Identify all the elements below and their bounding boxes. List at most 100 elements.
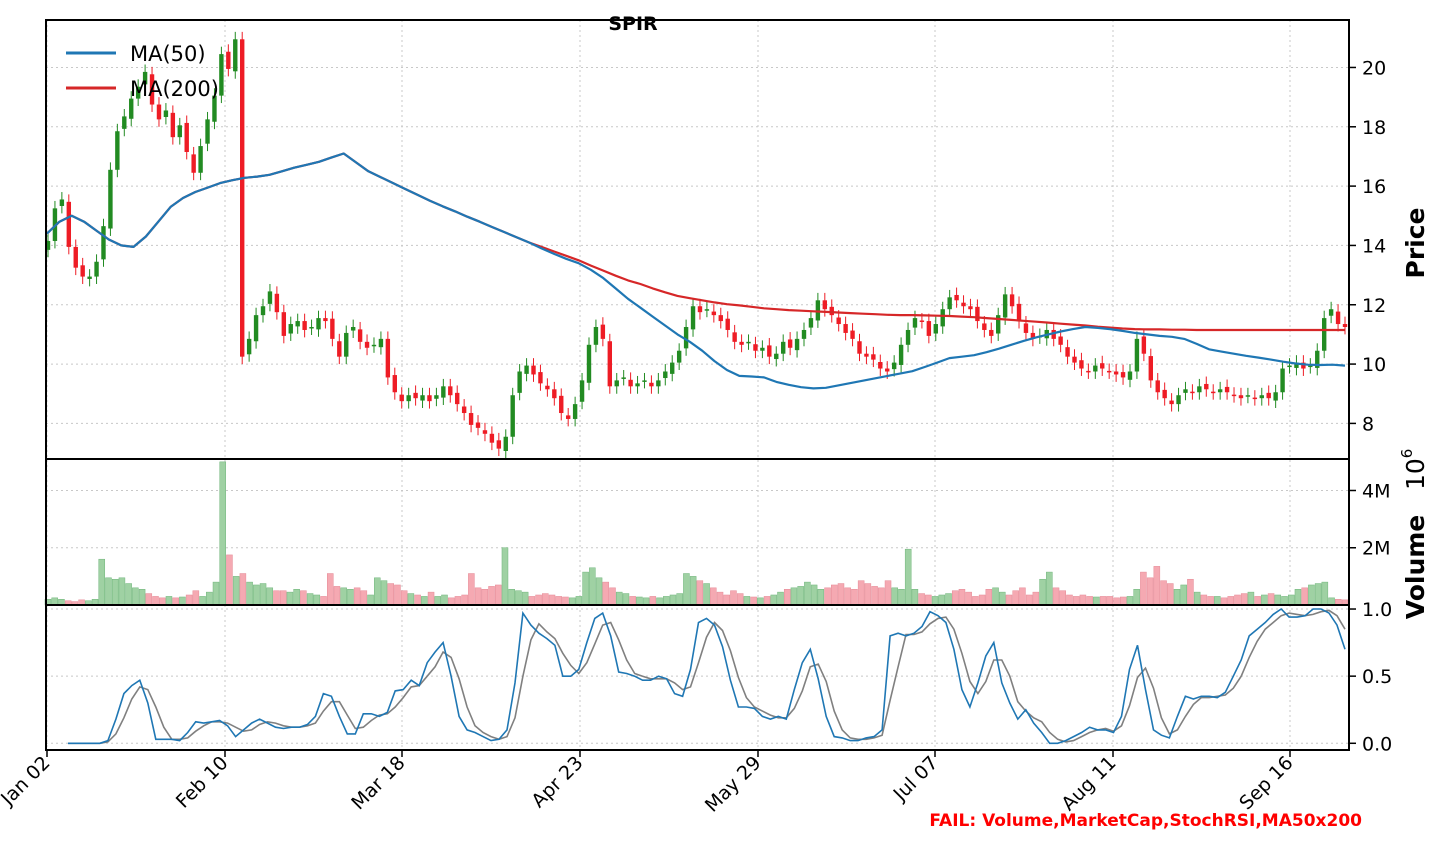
volume-bar	[770, 594, 778, 606]
candle-body	[1245, 395, 1251, 397]
volume-bar	[555, 596, 562, 606]
candle-body	[1301, 362, 1306, 369]
candle-body	[184, 122, 189, 152]
volume-bar	[878, 587, 885, 606]
volume-bar	[1267, 593, 1275, 606]
candle-body	[385, 338, 391, 378]
volume-bar	[1220, 597, 1228, 606]
volume-bar	[179, 596, 186, 606]
candle-body	[510, 395, 515, 437]
candle-body	[989, 329, 994, 336]
candle-body	[933, 324, 938, 334]
candle-body	[274, 293, 280, 313]
candle-body	[614, 380, 619, 387]
volume-bar	[380, 580, 388, 606]
grid-lines	[46, 20, 1349, 750]
volume-bar	[421, 596, 428, 606]
volume-bar	[1005, 594, 1013, 606]
volume-bar	[1093, 596, 1100, 606]
candle-body	[149, 74, 155, 105]
candle-body	[219, 54, 224, 96]
candle-body	[753, 344, 758, 351]
volume-bar	[743, 596, 751, 606]
candle-body	[434, 395, 439, 399]
date-tick-label: Aug 11	[1057, 752, 1120, 815]
candle-body	[919, 320, 925, 322]
volume-bar	[1059, 590, 1067, 606]
candle-body	[607, 341, 613, 387]
candle-body	[746, 341, 751, 344]
volume-bar	[515, 590, 522, 606]
candle-body	[774, 353, 779, 360]
legend-ma50-label: MA(50)	[130, 42, 206, 66]
volume-bar	[810, 584, 818, 606]
candle-body	[871, 354, 876, 360]
stochrsi-d-line	[68, 609, 1346, 745]
volume-bar	[629, 596, 636, 606]
candle-body	[690, 306, 696, 330]
candle-body	[1328, 309, 1334, 316]
volume-bar	[481, 589, 489, 606]
volume-tick-label: 4M	[1362, 480, 1390, 502]
price-tick-label: 14	[1362, 235, 1386, 257]
candle-body	[843, 324, 848, 333]
candle-body	[780, 341, 786, 354]
volume-bar	[918, 593, 925, 606]
candle-body	[191, 154, 196, 173]
volume-bar	[696, 580, 704, 606]
volume-bar	[286, 591, 294, 606]
volume-bar	[293, 589, 300, 606]
volume-bar	[797, 586, 804, 606]
volume-bar	[105, 577, 112, 606]
volume-scale-label: 106	[1398, 449, 1430, 490]
candle-body	[316, 318, 321, 330]
candle-body	[704, 309, 710, 311]
volume-bar	[857, 580, 865, 606]
volume-bar	[454, 596, 462, 606]
candle-body	[1002, 294, 1008, 318]
candle-body	[552, 389, 557, 399]
candle-body	[1287, 365, 1292, 368]
candle-body	[246, 338, 252, 355]
volume-bar	[387, 583, 394, 606]
candle-body	[468, 413, 474, 425]
candle-body	[559, 395, 564, 414]
volume-bar	[1281, 596, 1288, 606]
candle-body	[864, 353, 869, 357]
volume-bar	[1200, 594, 1208, 606]
volume-bar	[1261, 594, 1268, 606]
candle-body	[371, 344, 377, 347]
candle-body	[1252, 397, 1258, 400]
candle-body	[87, 276, 92, 279]
legend-ma200-label: MA(200)	[130, 77, 219, 101]
date-tick-label: Jan 02	[0, 752, 55, 810]
price-tick-label: 18	[1362, 117, 1386, 139]
candle-body	[815, 300, 821, 321]
price-tick-label: 16	[1362, 176, 1386, 198]
candle-body	[170, 112, 176, 138]
volume-bar	[1234, 594, 1241, 606]
volume-bar	[1133, 589, 1140, 606]
candle-body	[1321, 318, 1327, 351]
candle-body	[968, 306, 973, 310]
candle-body	[524, 365, 529, 374]
candle-body	[1266, 392, 1271, 399]
candle-body	[489, 433, 495, 443]
candle-body	[947, 297, 952, 310]
volume-bar	[226, 554, 233, 606]
candle-body	[801, 329, 807, 339]
candle-body	[1176, 395, 1181, 405]
candle-body	[503, 436, 508, 451]
date-tick-label: Apr 23	[527, 752, 587, 812]
volume-bar	[1039, 578, 1046, 606]
candle-body	[45, 240, 51, 250]
volume-bar	[663, 596, 670, 606]
candle-body	[1120, 372, 1126, 378]
volume-bar	[199, 596, 206, 606]
candle-body	[732, 332, 737, 342]
candle-body	[1197, 386, 1202, 393]
candlesticks	[45, 31, 1348, 459]
stochrsi-k-line	[68, 607, 1346, 745]
ma50-line	[46, 152, 1346, 390]
volume-bar	[891, 587, 898, 606]
